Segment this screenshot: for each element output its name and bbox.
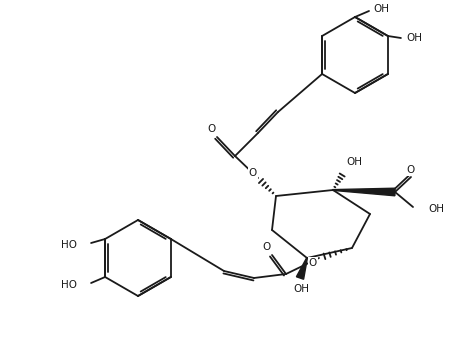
Text: OH: OH (405, 33, 421, 43)
Text: O: O (207, 124, 216, 134)
Text: O: O (308, 258, 317, 268)
Text: O: O (249, 168, 257, 178)
Text: OH: OH (427, 204, 443, 214)
Text: HO: HO (61, 240, 77, 250)
Text: HO: HO (61, 280, 77, 290)
Polygon shape (296, 258, 307, 279)
Text: OH: OH (372, 4, 388, 14)
Text: OH: OH (292, 284, 308, 294)
Text: OH: OH (345, 157, 361, 167)
Text: O: O (262, 242, 271, 252)
Polygon shape (332, 188, 394, 196)
Text: O: O (406, 165, 414, 175)
